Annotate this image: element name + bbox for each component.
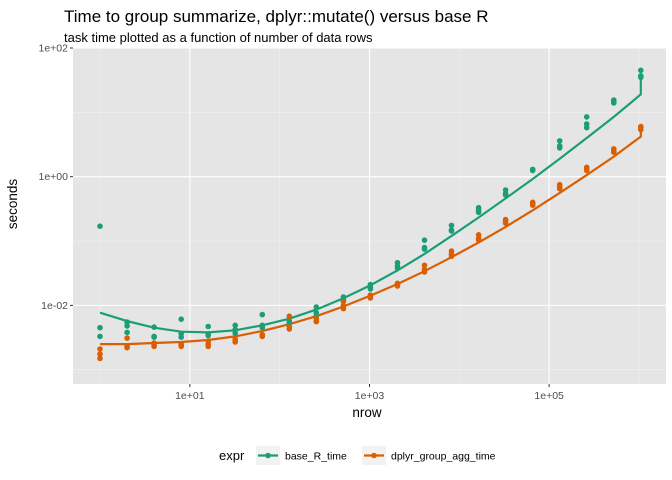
fit-lines [99, 73, 642, 346]
legend-key-point [371, 452, 377, 459]
data-point-dplyr_group_agg_time [286, 313, 293, 320]
data-point-dplyr_group_agg_time [421, 269, 428, 275]
data-point-base_R_time [583, 114, 590, 120]
data-point-base_R_time [205, 323, 211, 330]
data-point-dplyr_group_agg_time [286, 324, 293, 330]
x-axis: 1e+01 1e+03 1e+05 [175, 384, 564, 402]
legend-title: expr [219, 448, 245, 463]
data-point-base_R_time [421, 246, 428, 252]
data-point-dplyr_group_agg_time [367, 295, 374, 301]
x-tick-label: 1e+03 [355, 390, 385, 402]
data-point-base_R_time [529, 167, 536, 174]
data-point-base_R_time [448, 228, 455, 234]
data-point-base_R_time [394, 265, 401, 271]
data-point-base_R_time [638, 67, 644, 74]
chart-title: Time to group summarize, dplyr::mutate()… [64, 7, 489, 26]
data-point-dplyr_group_agg_time [502, 220, 509, 226]
data-point-base_R_time [556, 145, 563, 151]
x-axis-title: nrow [352, 405, 382, 420]
fit-line-base_R_time [99, 73, 642, 334]
data-point-base_R_time [232, 322, 238, 329]
data-point-dplyr_group_agg_time [583, 167, 590, 174]
data-point-base_R_time [367, 286, 374, 292]
data-point-base_R_time [124, 329, 130, 336]
data-point-dplyr_group_agg_time [205, 343, 211, 350]
data-point-dplyr_group_agg_time [556, 185, 563, 192]
data-point-base_R_time [124, 323, 130, 329]
chart-subtitle: task time plotted as a function of numbe… [64, 30, 373, 45]
y-axis-title: seconds [5, 179, 20, 230]
data-point-dplyr_group_agg_time [448, 253, 455, 260]
data-point-base_R_time [259, 324, 266, 331]
data-point-base_R_time [259, 311, 266, 318]
y-axis: 1e-02 1e+00 1e+02 [39, 43, 73, 312]
data-point-base_R_time [475, 209, 482, 216]
data-point-dplyr_group_agg_time [97, 351, 103, 357]
legend-key-point [265, 452, 271, 459]
data-point-dplyr_group_agg_time [340, 298, 347, 305]
data-point-base_R_time [151, 333, 157, 340]
legend-label-base_R_time: base_R_time [285, 451, 347, 463]
data-point-base_R_time [638, 74, 644, 81]
data-point-base_R_time [97, 223, 103, 229]
data-point-dplyr_group_agg_time [529, 202, 536, 208]
data-point-base_R_time [611, 100, 617, 106]
data-point-dplyr_group_agg_time [124, 344, 130, 351]
data-point-dplyr_group_agg_time [97, 346, 103, 352]
x-tick-label: 1e+05 [534, 390, 564, 402]
data-point-dplyr_group_agg_time [638, 126, 644, 133]
data-point-dplyr_group_agg_time [475, 237, 482, 243]
y-tick-label: 1e+00 [39, 171, 69, 183]
data-point-base_R_time [232, 326, 238, 333]
data-point-dplyr_group_agg_time [340, 305, 347, 312]
data-point-dplyr_group_agg_time [394, 283, 401, 289]
data-point-dplyr_group_agg_time [151, 340, 157, 346]
data-point-base_R_time [205, 331, 211, 337]
data-point-dplyr_group_agg_time [421, 262, 428, 269]
x-tick-label: 1e+01 [175, 390, 205, 402]
data-point-dplyr_group_agg_time [232, 336, 238, 342]
data-point-base_R_time [97, 324, 103, 331]
data-point-base_R_time [421, 237, 428, 243]
legend-label-dplyr_group_agg_time: dplyr_group_agg_time [391, 451, 496, 463]
data-point-dplyr_group_agg_time [611, 149, 617, 155]
data-point-dplyr_group_agg_time [124, 335, 130, 341]
data-point-base_R_time [178, 316, 184, 323]
data-point-base_R_time [502, 192, 509, 198]
grid-lines [73, 47, 666, 384]
data-point-base_R_time [583, 124, 590, 131]
data-point-base_R_time [97, 333, 103, 340]
data-point-dplyr_group_agg_time [97, 355, 103, 362]
data-point-base_R_time [448, 222, 455, 229]
data-point-base_R_time [151, 324, 157, 330]
y-tick-label: 1e+02 [39, 43, 69, 55]
data-point-dplyr_group_agg_time [178, 341, 184, 347]
data-point-base_R_time [313, 304, 320, 310]
data-point-dplyr_group_agg_time [205, 338, 211, 344]
y-tick-label: 1e-02 [41, 300, 68, 312]
data-point-dplyr_group_agg_time [313, 318, 320, 325]
legend: expr base_R_time dplyr_group_agg_time [219, 446, 496, 465]
data-point-base_R_time [556, 138, 563, 144]
fit-line-dplyr_group_agg_time [100, 125, 642, 346]
data-point-base_R_time [178, 334, 184, 341]
data-points [97, 67, 644, 362]
data-point-dplyr_group_agg_time [259, 331, 266, 338]
